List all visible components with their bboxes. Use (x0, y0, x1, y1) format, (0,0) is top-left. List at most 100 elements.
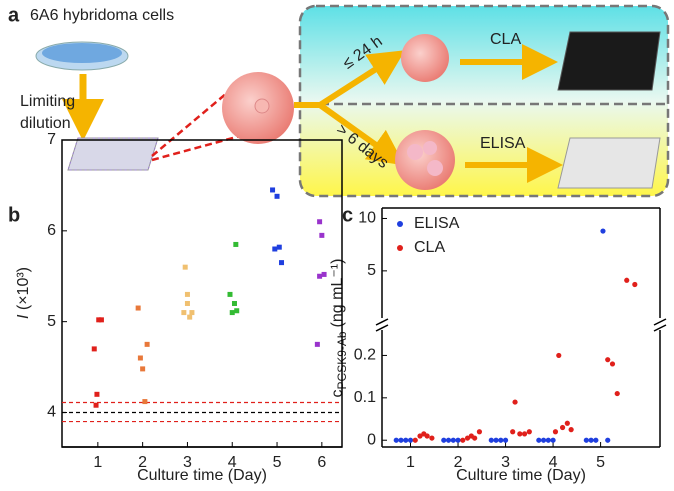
x-tick-label: 3 (183, 454, 192, 471)
point (429, 435, 435, 441)
point (234, 308, 240, 314)
point (137, 355, 143, 361)
point (605, 357, 611, 363)
y-tick-label: 0.1 (354, 389, 376, 406)
x-tick-label: 4 (549, 454, 558, 471)
point (545, 437, 551, 443)
cell (423, 141, 437, 155)
y-axis-label: I (×10³) (15, 267, 32, 319)
point (319, 232, 325, 238)
point (135, 305, 141, 311)
y-symbol: c (329, 389, 346, 397)
point (424, 433, 430, 439)
point (182, 264, 188, 270)
cells-label: 6A6 hybridoma cells (30, 7, 174, 24)
x-tick-label: 2 (454, 454, 463, 471)
point (184, 300, 190, 306)
y-tick-label: 6 (47, 222, 56, 239)
y-tick-label: 5 (47, 313, 56, 330)
cell (427, 160, 443, 176)
dilution-label: Limiting (20, 93, 75, 110)
point (398, 437, 404, 443)
point (98, 317, 104, 323)
point (270, 187, 276, 193)
legend-marker (397, 221, 403, 227)
y-tick-label: 7 (47, 131, 56, 148)
point (521, 431, 528, 437)
y-unit: (ng mL⁻¹) (329, 259, 346, 328)
panel-label: a (8, 4, 20, 26)
point (476, 429, 483, 435)
panel-label: b (8, 204, 20, 226)
legend-label: ELISA (414, 215, 460, 232)
axis-break (653, 318, 667, 326)
point (276, 244, 282, 250)
point (609, 361, 616, 367)
point (556, 352, 562, 359)
point (144, 341, 150, 347)
point (600, 228, 606, 234)
method-label: ELISA (480, 135, 526, 152)
point (181, 310, 187, 316)
point (559, 424, 566, 431)
point (455, 437, 461, 443)
point (593, 437, 599, 443)
point (445, 437, 452, 443)
y-tick-label: 5 (367, 262, 376, 279)
culture-well (395, 130, 455, 190)
legend-marker (397, 245, 403, 251)
point (605, 437, 611, 443)
point (517, 431, 523, 437)
x-tick-label: 2 (138, 454, 147, 471)
x-tick-label: 4 (228, 454, 237, 471)
zoom-line (151, 81, 241, 157)
point (472, 435, 478, 441)
point (536, 437, 542, 443)
dilution-label: dilution (20, 115, 71, 132)
y-tick-label: 4 (47, 404, 56, 421)
point (229, 310, 235, 316)
point (184, 291, 190, 297)
axis-break (653, 324, 667, 332)
cell (254, 98, 270, 114)
y-tick-label: 10 (358, 210, 376, 227)
point (502, 437, 509, 443)
x-tick-label: 5 (273, 454, 282, 471)
y-tick-label: 0 (367, 431, 376, 448)
point (279, 260, 285, 266)
point (412, 437, 418, 443)
axis-break (375, 324, 389, 332)
point (526, 429, 532, 435)
culture-well (401, 34, 449, 82)
method-label: CLA (490, 31, 521, 48)
point (227, 291, 233, 297)
y-symbol: I (15, 314, 32, 319)
point (488, 437, 494, 443)
point (568, 427, 574, 433)
x-tick-label: 1 (93, 454, 102, 471)
point (272, 246, 278, 252)
x-tick-label: 5 (596, 454, 605, 471)
point (274, 193, 280, 199)
point (632, 281, 638, 288)
elisa-plate (557, 137, 661, 189)
point (540, 437, 547, 443)
point (407, 437, 414, 443)
point (393, 437, 399, 443)
x-axis-label: Culture time (Day) (456, 467, 586, 484)
point (493, 437, 499, 443)
arrow (318, 50, 406, 108)
point (142, 399, 148, 405)
point (450, 437, 456, 443)
petri-medium (42, 43, 122, 63)
x-tick-label: 3 (501, 454, 510, 471)
x-tick-label: 1 (406, 454, 415, 471)
point (624, 277, 630, 283)
y-unit: (×10³) (15, 267, 32, 310)
point (189, 310, 195, 316)
point (588, 437, 594, 443)
zoom-line (151, 134, 241, 162)
well-plate (67, 137, 159, 171)
y-axis-label: cPCSK9-Ab(ng mL⁻¹) (329, 259, 349, 398)
